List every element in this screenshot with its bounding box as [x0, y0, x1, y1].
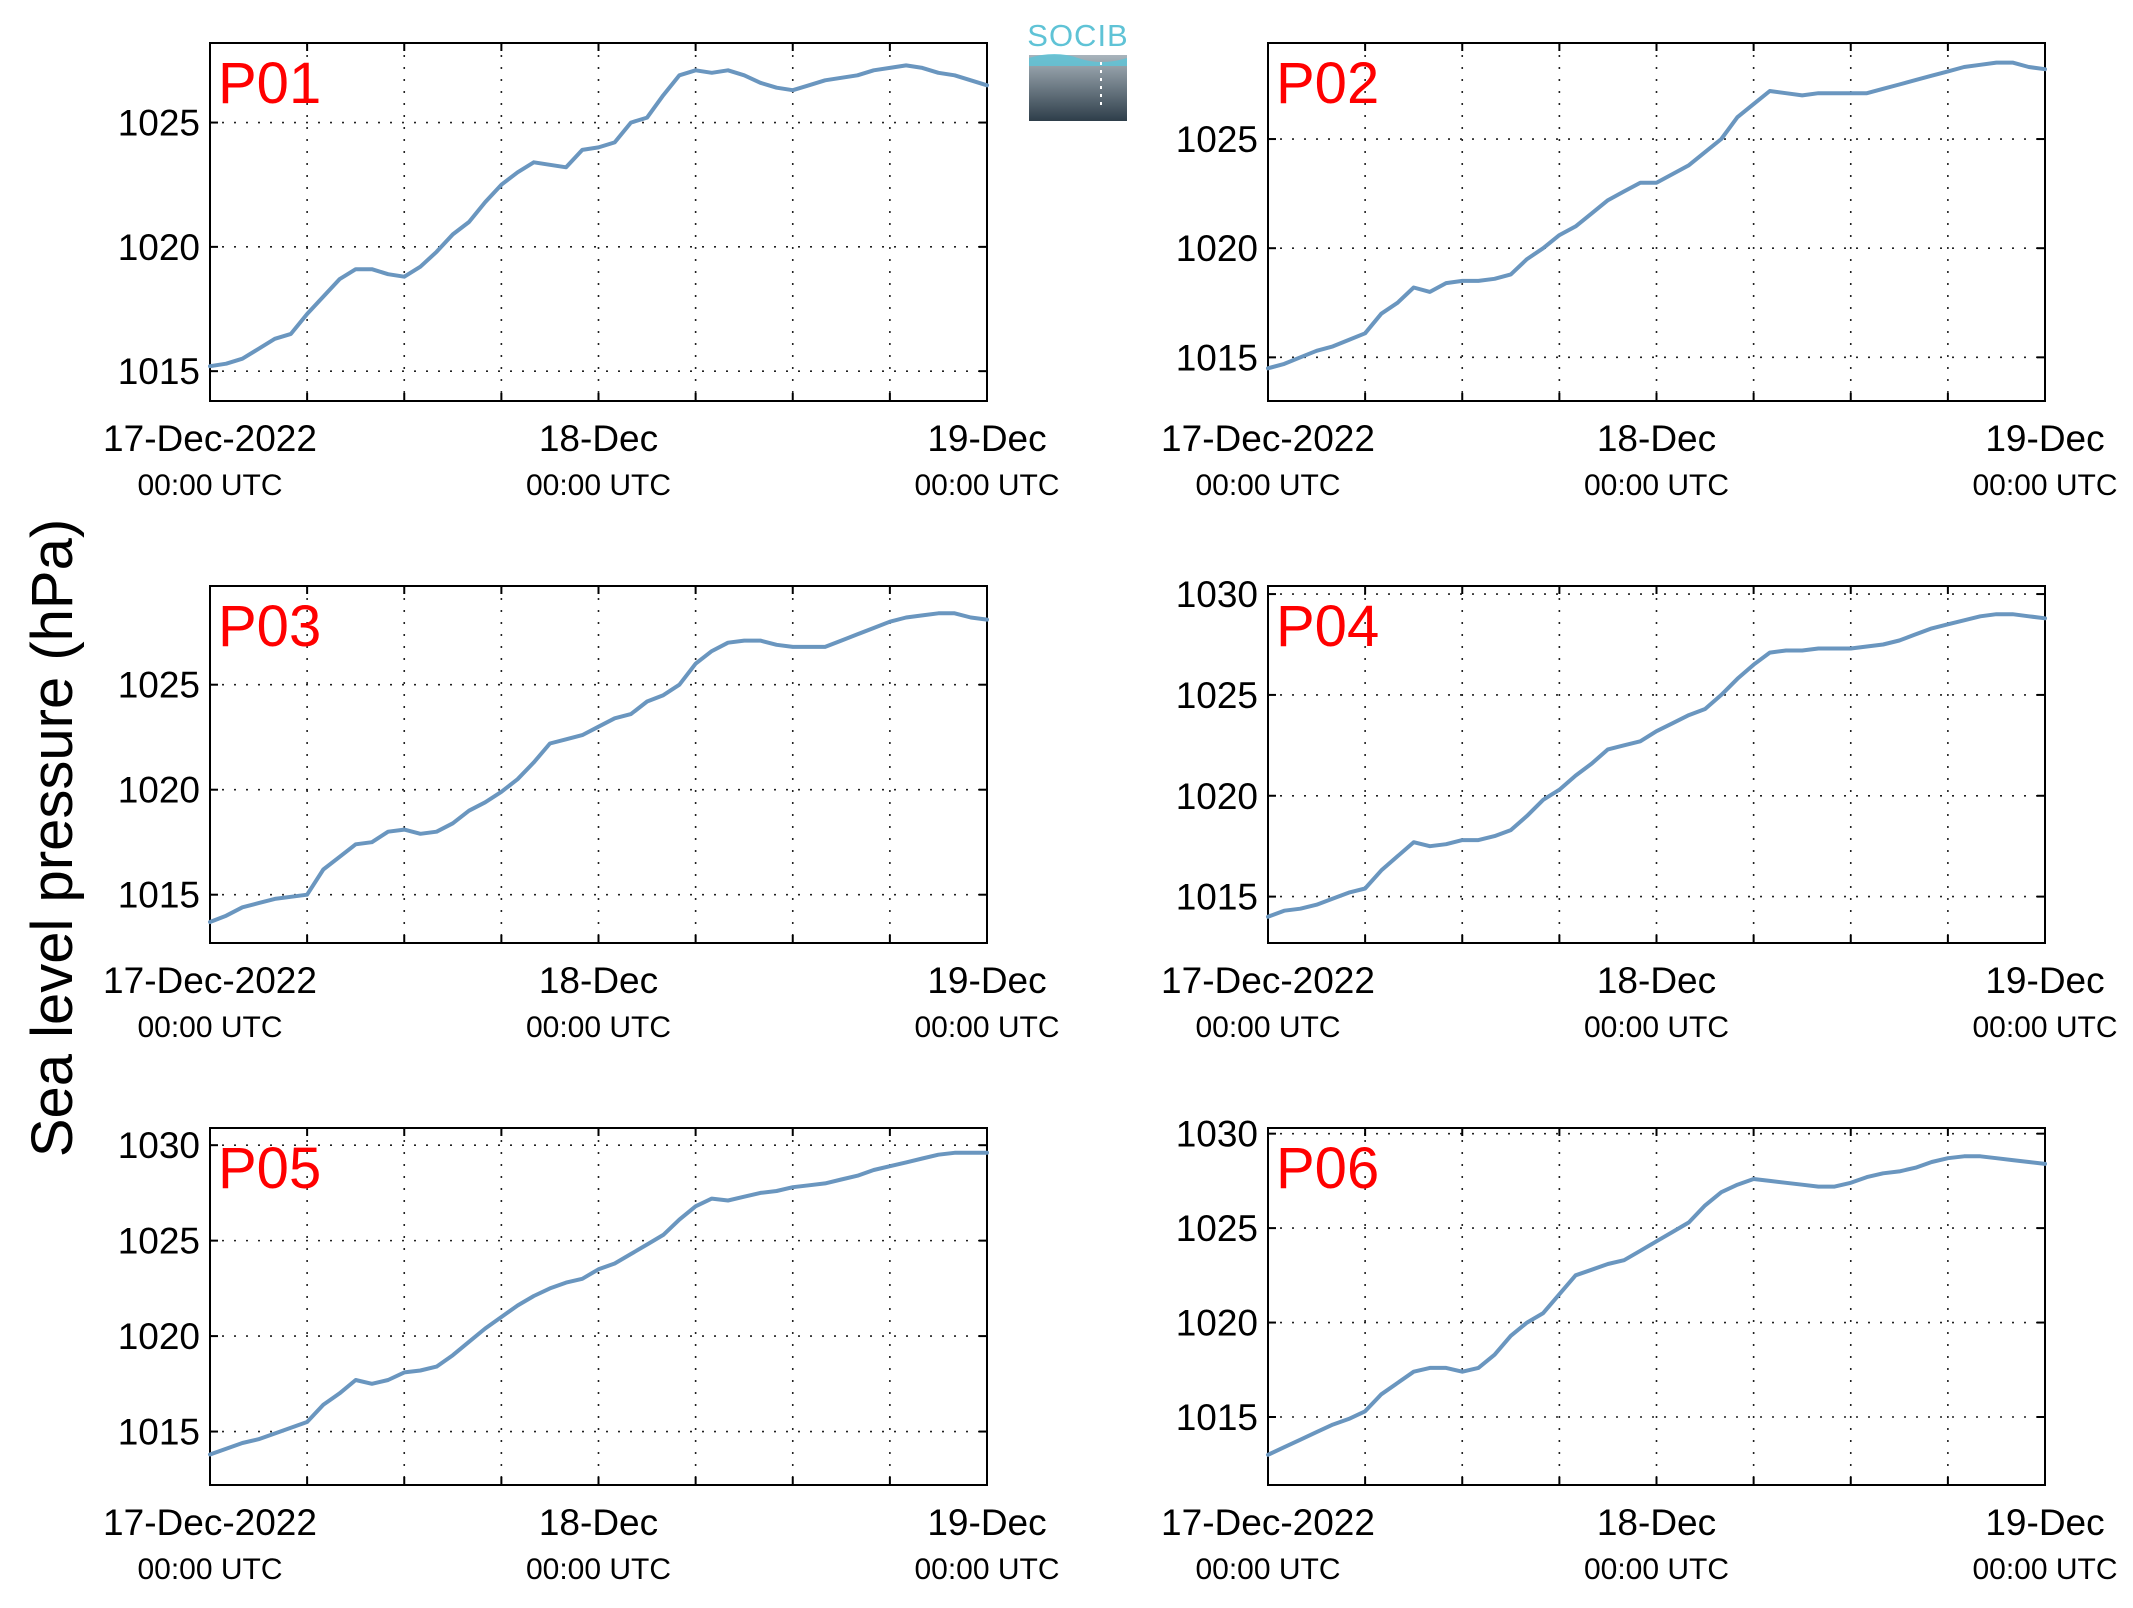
- x-tick-date-label: 19-Dec: [1985, 960, 2104, 1001]
- y-tick-label: 1015: [1176, 1397, 1258, 1438]
- y-tick-label: 1015: [1176, 877, 1258, 918]
- panel-p04: 1015 1020 1025 1030 17-Dec-2022 00:00 UTC 18-D…: [1161, 574, 2117, 1044]
- pressure-series-line: [208, 611, 989, 924]
- logo-text: SOCIB: [1027, 18, 1128, 53]
- x-tick-date-label: 19-Dec: [927, 960, 1046, 1001]
- panel-p02: 1015 1020 1025 17-Dec-2022 00:00 UTC 18-Dec 00…: [1161, 42, 2118, 502]
- panel-p03: 1015 1020 1025 17-Dec-2022 00:00 UTC 18-Dec 00…: [103, 585, 1060, 1044]
- x-tick-time-label: 00:00 UTC: [1972, 1553, 2117, 1586]
- y-tick-label: 1020: [118, 770, 200, 811]
- pressure-series-line: [208, 63, 989, 369]
- x-tick-date-label: 17-Dec-2022: [1161, 1502, 1375, 1543]
- x-tick-date-label: 19-Dec: [927, 418, 1046, 459]
- x-tick-time-label: 00:00 UTC: [914, 1011, 1059, 1044]
- x-tick-date-label: 17-Dec-2022: [103, 960, 317, 1001]
- y-axis-label: Sea level pressure (hPa): [20, 519, 85, 1157]
- panel-label: P01: [218, 51, 321, 116]
- y-tick-label: 1025: [118, 665, 200, 706]
- x-tick-time-label: 00:00 UTC: [526, 469, 671, 502]
- x-tick-date-label: 19-Dec: [1985, 418, 2104, 459]
- logo-wave-icon: [1029, 54, 1127, 66]
- panel-label: P02: [1276, 51, 1379, 116]
- panels: 1015 1020 1025 17-Dec-2022 00:00 UTC 18-Dec 00…: [103, 42, 2118, 1586]
- y-tick-label: 1015: [118, 875, 200, 916]
- y-tick-label: 1015: [118, 1412, 200, 1453]
- x-tick-time-label: 00:00 UTC: [526, 1553, 671, 1586]
- pressure-series-line: [208, 1150, 989, 1457]
- x-tick-time-label: 00:00 UTC: [1584, 1553, 1729, 1586]
- panel-p05: 1015 1020 1025 1030 17-Dec-2022 00:00 UTC 18-D…: [103, 1125, 1059, 1586]
- x-tick-date-label: 17-Dec-2022: [1161, 418, 1375, 459]
- x-tick-date-label: 18-Dec: [1597, 960, 1716, 1001]
- x-tick-date-label: 17-Dec-2022: [103, 418, 317, 459]
- panel-label: P03: [218, 594, 321, 659]
- x-tick-time-label: 00:00 UTC: [1195, 1553, 1340, 1586]
- y-tick-label: 1025: [1176, 1208, 1258, 1249]
- x-tick-time-label: 00:00 UTC: [1972, 469, 2117, 502]
- y-tick-label: 1020: [118, 1316, 200, 1357]
- panel-p01: 1015 1020 1025 17-Dec-2022 00:00 UTC 18-Dec 00…: [103, 42, 1060, 502]
- y-tick-label: 1025: [118, 1221, 200, 1262]
- y-tick-label: 1015: [118, 351, 200, 392]
- panel-label: P05: [218, 1136, 321, 1201]
- panel-label: P04: [1276, 594, 1379, 659]
- x-tick-time-label: 00:00 UTC: [137, 1553, 282, 1586]
- x-tick-date-label: 19-Dec: [927, 1502, 1046, 1543]
- panel-label: P06: [1276, 1136, 1379, 1201]
- y-tick-label: 1020: [1176, 776, 1258, 817]
- y-tick-label: 1030: [1176, 574, 1258, 615]
- y-tick-label: 1020: [1176, 228, 1258, 269]
- x-tick-date-label: 18-Dec: [1597, 418, 1716, 459]
- y-tick-label: 1025: [118, 103, 200, 144]
- y-tick-label: 1030: [1176, 1114, 1258, 1155]
- pressure-series-line: [1266, 612, 2047, 919]
- x-tick-time-label: 00:00 UTC: [914, 1553, 1059, 1586]
- y-tick-label: 1020: [1176, 1303, 1258, 1344]
- x-tick-date-label: 18-Dec: [1597, 1502, 1716, 1543]
- pressure-series-line: [1266, 60, 2047, 371]
- x-tick-date-label: 18-Dec: [539, 1502, 658, 1543]
- x-tick-time-label: 00:00 UTC: [1584, 1011, 1729, 1044]
- y-tick-label: 1020: [118, 227, 200, 268]
- x-tick-time-label: 00:00 UTC: [1195, 1011, 1340, 1044]
- x-tick-time-label: 00:00 UTC: [137, 1011, 282, 1044]
- y-tick-label: 1015: [1176, 337, 1258, 378]
- y-tick-label: 1030: [118, 1125, 200, 1166]
- x-tick-date-label: 19-Dec: [1985, 1502, 2104, 1543]
- x-tick-time-label: 00:00 UTC: [137, 469, 282, 502]
- panel-p06: 1015 1020 1025 1030 17-Dec-2022 00:00 UTC 18-D…: [1161, 1114, 2117, 1586]
- y-tick-label: 1025: [1176, 675, 1258, 716]
- pressure-series-line: [1266, 1154, 2047, 1457]
- x-tick-time-label: 00:00 UTC: [1195, 469, 1340, 502]
- x-tick-date-label: 17-Dec-2022: [103, 1502, 317, 1543]
- x-tick-date-label: 18-Dec: [539, 960, 658, 1001]
- x-tick-time-label: 00:00 UTC: [526, 1011, 671, 1044]
- x-tick-date-label: 18-Dec: [539, 418, 658, 459]
- x-tick-time-label: 00:00 UTC: [914, 469, 1059, 502]
- x-tick-time-label: 00:00 UTC: [1972, 1011, 2117, 1044]
- x-tick-time-label: 00:00 UTC: [1584, 469, 1729, 502]
- socib-logo: SOCIB: [1027, 18, 1128, 121]
- y-tick-label: 1025: [1176, 119, 1258, 160]
- x-tick-date-label: 17-Dec-2022: [1161, 960, 1375, 1001]
